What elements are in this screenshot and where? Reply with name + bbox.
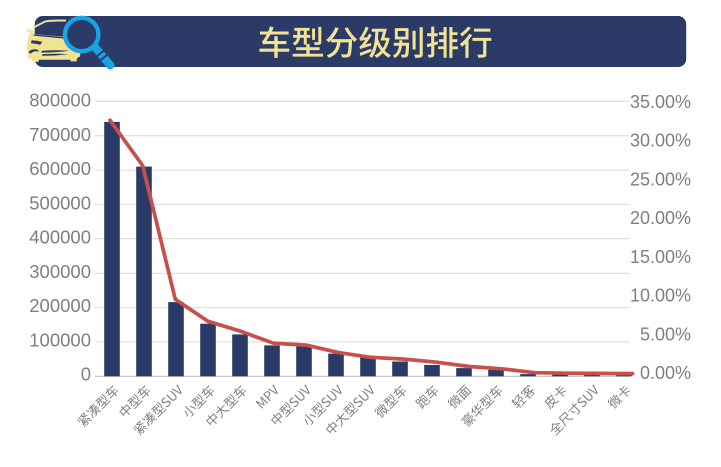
svg-text:20.00%: 20.00% — [630, 208, 691, 228]
svg-text:10.00%: 10.00% — [630, 286, 691, 306]
svg-text:0: 0 — [81, 364, 91, 385]
svg-text:500000: 500000 — [29, 192, 91, 213]
svg-text:100000: 100000 — [29, 329, 91, 350]
svg-text:35.00%: 35.00% — [630, 92, 691, 112]
svg-text:5.00%: 5.00% — [640, 325, 691, 345]
svg-text:25.00%: 25.00% — [630, 169, 691, 189]
svg-text:30.00%: 30.00% — [630, 131, 691, 151]
svg-text:800000: 800000 — [29, 90, 91, 111]
svg-text:400000: 400000 — [29, 227, 91, 248]
svg-text:700000: 700000 — [29, 124, 91, 145]
svg-text:200000: 200000 — [29, 295, 91, 316]
svg-text:0.00%: 0.00% — [640, 363, 691, 383]
svg-text:15.00%: 15.00% — [630, 247, 691, 267]
svg-text:600000: 600000 — [29, 158, 91, 179]
svg-text:300000: 300000 — [29, 261, 91, 282]
